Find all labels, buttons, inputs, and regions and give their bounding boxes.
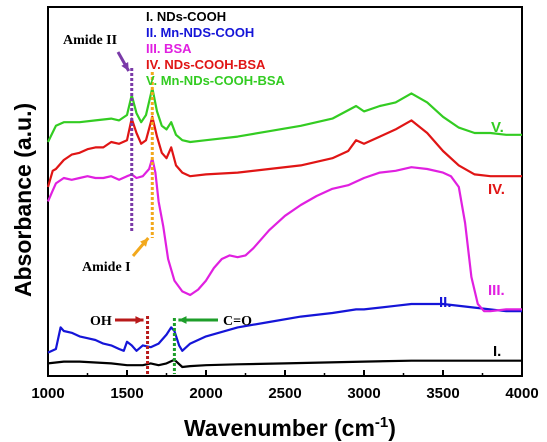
series-line-2 <box>47 302 522 354</box>
series-line-5 <box>47 86 522 144</box>
x-tick-label: 3500 <box>426 385 459 402</box>
x-tick-label: 3000 <box>347 385 380 402</box>
amide-ii-arrow-head <box>121 62 129 71</box>
amide-ii-label: Amide II <box>63 33 117 48</box>
amide-i-arrow-head <box>140 238 149 247</box>
legend-entry-1: I. NDs-COOH <box>146 9 226 24</box>
legend-entry-3: III. BSA <box>146 41 192 56</box>
x-axis-title: Wavenumber (cm-1) <box>184 414 396 441</box>
oh-arrow-head <box>135 316 144 324</box>
x-tick-label: 4000 <box>505 385 538 402</box>
annotation-layer <box>115 51 218 374</box>
series-label-ii: II. <box>439 294 452 311</box>
legend-entry-2: II. Mn-NDS-COOH <box>146 25 254 40</box>
series-label-i: I. <box>493 343 501 360</box>
x-axis: 1000 1500 2000 2500 3000 3500 4000 <box>31 370 539 402</box>
y-axis-title: Absorbance (a.u.) <box>10 103 36 297</box>
x-tick-label: 2500 <box>268 385 301 402</box>
x-tick-label: 2000 <box>189 385 222 402</box>
series-label-iii: III. <box>488 282 505 299</box>
oh-label: OH <box>90 314 112 329</box>
x-tick-label: 1500 <box>110 385 143 402</box>
legend-entry-4: IV. NDs-COOH-BSA <box>146 57 266 72</box>
series-line-3 <box>46 157 522 313</box>
series-label-iv: IV. <box>488 181 505 198</box>
series-label-v: V. <box>491 119 504 136</box>
series-line-1 <box>47 358 522 369</box>
legend-entry-5: V. Mn-NDs-COOH-BSA <box>146 73 286 88</box>
amide-i-label: Amide I <box>82 260 131 275</box>
series-layer <box>46 86 522 369</box>
co-arrow-head <box>178 316 187 324</box>
x-tick-label: 1000 <box>31 385 64 402</box>
series-line-4 <box>46 115 522 188</box>
co-label: C=O <box>223 314 252 329</box>
